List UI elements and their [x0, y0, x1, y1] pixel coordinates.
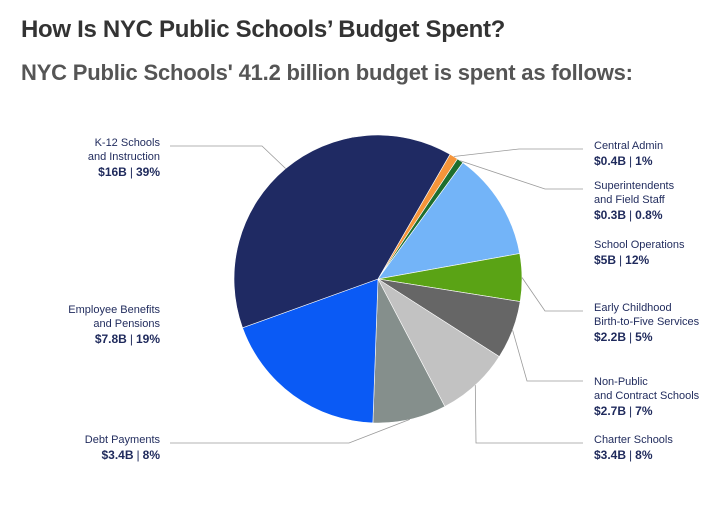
- pie-slice-k-12-schools-and-instruction: [233, 134, 451, 329]
- chart-subtitle: NYC Public Schools' 41.2 billion budget …: [21, 60, 633, 85]
- pie-slices: [233, 134, 523, 424]
- leader-lines: [170, 145, 583, 444]
- slice-label-central-admin: Central Admin $0.4B | 1%: [594, 140, 663, 168]
- slice-label-debt-payments: Debt Payments $3.4B | 8%: [85, 434, 161, 462]
- leader-line-early-childhood-birth-to-five-services: [521, 277, 583, 312]
- slice-label-non-public-and-contract-schools: Non-Public and Contract Schools $2.7B | 7%: [594, 376, 700, 418]
- leader-line-central-admin: [453, 148, 583, 157]
- leader-line-non-public-and-contract-schools: [512, 330, 583, 382]
- slice-label-school-operations: School Operations $5B | 12%: [594, 239, 685, 267]
- chart-title: How Is NYC Public Schools’ Budget Spent?: [21, 16, 506, 43]
- slice-label-charter-schools: Charter Schools $3.4B | 8%: [594, 434, 673, 462]
- leader-line-debt-payments: [170, 419, 411, 444]
- slice-label-employee-benefits-and-pensions: Employee Benefits and Pensions $7.8B | 19%: [68, 304, 160, 346]
- leader-line-k-12-schools-and-instruction: [170, 145, 286, 169]
- slice-labels: Central Admin $0.4B | 1% Superintendents and …: [68, 137, 699, 462]
- leader-line-superintendents-and-field-staff: [460, 160, 583, 190]
- slice-label-superintendents-and-field-staff: Superintendents and Field Staff $0.3B | 0.8%: [594, 180, 675, 222]
- slice-label-early-childhood-birth-to-five-services: Early Childhood Birth-to-Five Services $2.…: [594, 302, 700, 344]
- leader-line-charter-schools: [474, 385, 583, 444]
- pie-slice-school-operations: [377, 162, 521, 280]
- pie-slice-employee-benefits-and-pensions: [242, 278, 379, 424]
- slice-label-k-12-schools-and-instruction: K-12 Schools and Instruction $16B | 39%: [88, 137, 161, 179]
